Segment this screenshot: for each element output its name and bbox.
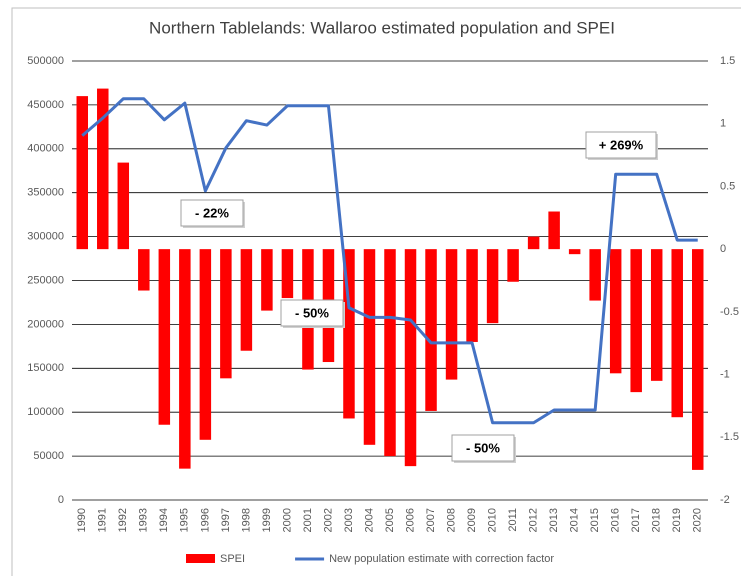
line [81, 97, 698, 425]
x-tick-label: 1994 [158, 508, 170, 532]
bar [199, 249, 212, 440]
annotation: - 50% [295, 305, 329, 320]
y2-tick-label: 0 [720, 243, 726, 255]
bar [220, 249, 232, 379]
bar [568, 249, 581, 255]
y-tick-label: 400000 [27, 143, 64, 155]
bar [281, 249, 294, 299]
x-tick-label: 2018 [651, 508, 663, 532]
annotation-box [180, 199, 244, 227]
x-tick-label: 2003 [343, 508, 355, 532]
x-tick-label: 2016 [610, 508, 622, 532]
y2-tick-label: 0.5 [720, 180, 735, 192]
x-tick-label: 2005 [384, 508, 396, 532]
x-tick-label: 2015 [589, 508, 601, 532]
bar [138, 249, 150, 291]
y2-tick-label: 1.5 [720, 55, 735, 67]
x-tick-label: 1998 [240, 508, 252, 532]
annotation-box [451, 434, 515, 462]
x-tick-label: 2007 [425, 508, 437, 532]
x-tick-label: 1996 [199, 508, 211, 532]
y-tick-label: 150000 [27, 362, 64, 374]
x-tick-label: 2008 [445, 508, 457, 532]
bar [97, 88, 109, 250]
y-tick-label: 500000 [27, 55, 64, 67]
y-tick-label: 0 [58, 494, 64, 506]
bar [363, 249, 376, 445]
y-tick-label: 200000 [27, 318, 64, 330]
bar [630, 249, 642, 393]
y-tick-label: 300000 [27, 231, 64, 243]
x-tick-label: 2000 [281, 508, 293, 532]
y2-tick-label: -1 [720, 368, 730, 380]
bar [179, 249, 191, 469]
bar [466, 249, 478, 342]
bar [425, 249, 437, 411]
y2-tick-label: -1.5 [720, 431, 739, 443]
x-tick-label: 1997 [220, 508, 232, 532]
x-tick-label: 2017 [630, 508, 642, 532]
bar [76, 96, 89, 250]
x-tick-label: 2001 [302, 508, 314, 532]
bar [445, 249, 458, 380]
annotation-box [585, 131, 657, 159]
x-tick-label: 2002 [322, 508, 334, 532]
bar [691, 249, 704, 470]
x-tick-label: 2019 [671, 508, 683, 532]
y-tick-label: 350000 [27, 187, 64, 199]
y-tick-label: 50000 [33, 450, 64, 462]
annotation-box [280, 299, 344, 327]
bar [117, 162, 130, 250]
bar [404, 249, 417, 467]
legend-label: SPEI [220, 553, 245, 565]
x-tick-label: 1995 [179, 508, 191, 532]
x-tick-label: 1990 [76, 508, 88, 532]
bar [261, 249, 273, 311]
x-tick-label: 2020 [692, 508, 704, 532]
bar [240, 249, 253, 351]
x-tick-label: 1993 [138, 508, 150, 532]
bar [343, 249, 355, 419]
x-tick-label: 2009 [466, 508, 478, 532]
x-tick-label: 1991 [97, 508, 109, 532]
bar [589, 249, 601, 301]
x-tick-label: 2011 [507, 508, 519, 532]
y-tick-label: 100000 [27, 406, 64, 418]
annotation: - 22% [195, 205, 229, 220]
y2-tick-label: 1 [720, 118, 726, 130]
bar [158, 249, 171, 425]
x-tick-label: 2006 [404, 508, 416, 532]
bar [671, 249, 683, 418]
annotation: + 269% [599, 137, 644, 152]
bar [609, 249, 622, 374]
y-tick-label: 250000 [27, 274, 64, 286]
x-tick-label: 2010 [486, 508, 498, 532]
legend-label: New population estimate with correction … [329, 553, 554, 565]
bar [486, 249, 499, 324]
annotation: - 50% [466, 440, 500, 455]
bar [548, 211, 560, 250]
legend-swatch [186, 554, 215, 563]
x-tick-label: 1999 [261, 508, 273, 532]
y2-tick-label: -0.5 [720, 306, 739, 318]
y-tick-label: 450000 [27, 99, 64, 111]
x-tick-label: 2013 [548, 508, 560, 532]
y2-tick-label: -2 [720, 494, 730, 506]
bar [507, 249, 519, 282]
chart-title: Northern Tablelands: Wallaroo estimated … [149, 18, 615, 37]
x-tick-label: 2004 [363, 508, 375, 532]
x-tick-label: 2012 [528, 508, 540, 532]
x-tick-label: 1992 [117, 508, 129, 532]
bar [384, 249, 396, 457]
bar [650, 249, 663, 381]
bar [527, 236, 540, 250]
x-tick-label: 2014 [569, 508, 581, 532]
